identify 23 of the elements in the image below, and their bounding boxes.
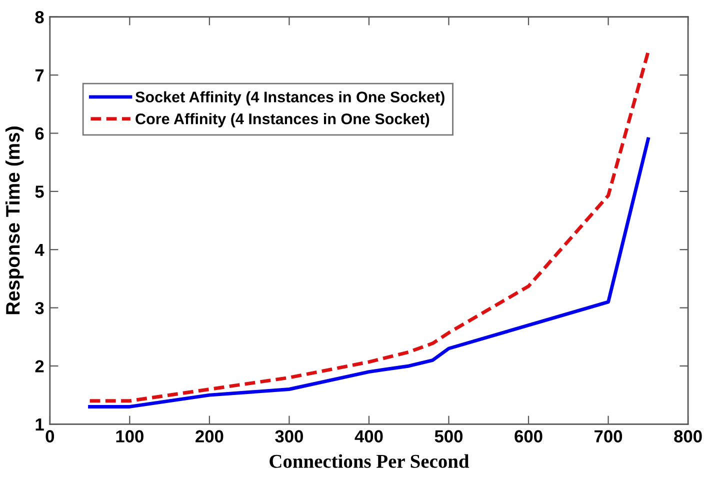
legend-label: Socket Affinity (4 Instances in One Socket) — [135, 91, 444, 106]
y-tick-label: 8 — [35, 11, 44, 24]
y-tick-label: 4 — [34, 244, 44, 256]
x-tick-label: 700 — [594, 430, 622, 442]
x-tick-label: 400 — [354, 430, 383, 442]
y-tick-label: 3 — [35, 302, 44, 314]
y-tick-label: 2 — [35, 360, 44, 372]
x-tick-label: 200 — [196, 430, 224, 442]
x-tick-label: 300 — [275, 430, 303, 442]
x-tick-label: 800 — [674, 430, 702, 442]
y-tick-label: 6 — [35, 127, 44, 140]
y-tick-label: 1 — [36, 418, 44, 430]
x-tick-label: 500 — [434, 430, 463, 442]
x-tick-label: 0 — [46, 430, 54, 442]
y-tick-label: 7 — [35, 69, 44, 82]
x-axis-title: Connections Per Second — [270, 454, 470, 468]
legend-label: Core Affinity (4 Instances in One Socket) — [136, 113, 430, 128]
y-tick-label: 5 — [35, 186, 44, 198]
x-tick-label: 600 — [514, 430, 542, 442]
line-series — [88, 50, 650, 403]
line-series — [88, 137, 650, 408]
x-tick-label: 100 — [116, 430, 144, 442]
y-axis-title: Response Time (ms) — [5, 126, 24, 314]
